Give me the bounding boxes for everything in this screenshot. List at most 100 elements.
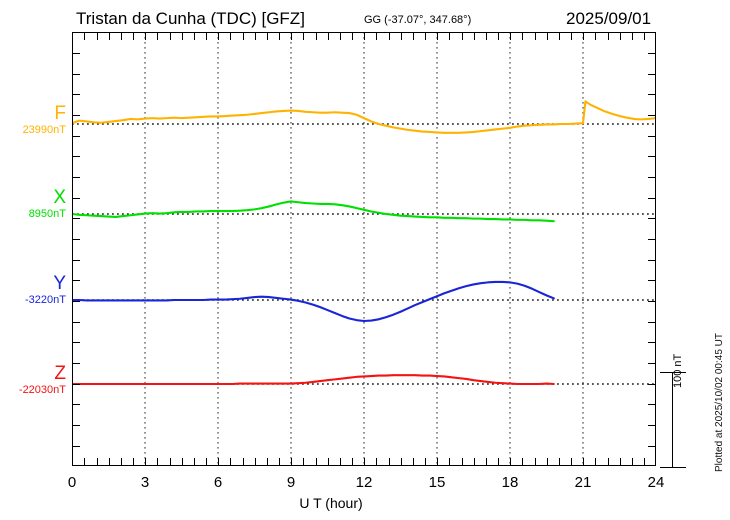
component-letter-z: Z [54,363,66,384]
x-axis-tick [425,458,427,465]
chart-date: 2025/09/01 [566,9,652,28]
trace-f [72,100,656,134]
y-axis-tick [73,176,80,178]
component-label-y: Y -3220nT [8,274,66,306]
x-axis-tick [558,33,560,40]
trace-x [72,200,555,223]
x-axis-tick [181,458,183,465]
y-axis-tick [73,383,80,385]
x-axis-tick [254,33,256,40]
x-axis-tick [327,33,329,40]
y-axis-tick [73,424,80,426]
station-title: Tristan da Cunha (TDC) [GFZ] [76,9,305,28]
plot-timestamp: Plotted at 2025/10/02 00:45 UT [714,333,725,472]
x-axis-tick [510,458,512,465]
x-axis-tick [631,458,633,465]
x-axis-tick [352,458,354,465]
x-axis-tick [242,33,244,40]
x-axis-tick [364,33,366,40]
x-axis-tick [169,33,171,40]
y-axis-tick [73,52,80,54]
x-axis-tick [169,458,171,465]
y-axis-tick [648,300,655,302]
y-axis-tick [73,218,80,220]
x-axis-tick [206,33,208,40]
x-axis-tick [84,458,86,465]
component-letter-f: F [54,103,66,124]
x-axis-tick [631,33,633,40]
component-baseline-x: 8950nT [28,208,66,220]
x-axis-tick [449,458,451,465]
y-axis-tick [648,342,655,344]
y-axis-tick [648,383,655,385]
y-axis-tick [648,176,655,178]
plot-frame [72,32,656,466]
x-axis-tick [412,33,414,40]
x-axis-tick [193,33,195,40]
y-axis-tick [648,114,655,116]
component-letter-x: X [53,187,66,208]
x-axis-tick [96,458,98,465]
x-axis-tick [254,458,256,465]
x-axis-tick [181,33,183,40]
x-axis-tick [364,458,366,465]
x-axis-title: U T (hour) [299,495,363,511]
x-axis-tick-label: 9 [286,474,296,491]
x-axis-tick-label: 0 [67,474,77,491]
x-axis-tick [133,458,135,465]
y-axis-tick [73,280,80,282]
x-axis-tick [376,458,378,465]
x-axis-tick [388,33,390,40]
y-axis-tick [648,197,655,199]
component-label-x: X 8950nT [8,188,66,220]
scale-bar-label: 100 nT [672,353,684,388]
x-axis-tick [449,33,451,40]
x-axis-tick [303,458,305,465]
x-axis-tick [595,33,597,40]
x-axis-tick [291,458,293,465]
x-axis-tick [108,33,110,40]
x-axis-tick [279,458,281,465]
x-axis-tick [607,458,609,465]
y-axis-tick [73,94,80,96]
y-axis-tick [648,218,655,220]
y-axis-tick [648,94,655,96]
scale-bar-top-cap [660,372,686,373]
scale-bar [660,372,686,468]
x-axis-tick-label: 3 [140,474,150,491]
y-axis-tick [73,135,80,137]
x-axis-tick [339,33,341,40]
component-baseline-f: 23990nT [22,124,66,136]
x-axis-tick [437,33,439,40]
geographic-coordinates: GG (-37.07°, 347.68°) [364,14,472,26]
x-axis-tick [400,458,402,465]
x-axis-tick [619,458,621,465]
x-axis-tick [327,458,329,465]
y-axis-tick [73,321,80,323]
x-axis-tick [218,33,220,40]
x-axis-tick [157,458,159,465]
x-axis-tick [498,458,500,465]
x-axis-tick [485,33,487,40]
x-axis-tick-label: 15 [428,474,446,491]
x-axis-tick [607,33,609,40]
x-axis-tick [242,458,244,465]
y-axis-tick [73,156,80,158]
y-axis-tick [73,114,80,116]
x-axis-tick [644,33,646,40]
x-axis-tick [266,458,268,465]
x-axis-tick [315,33,317,40]
x-axis-tick [157,33,159,40]
y-axis-tick [73,300,80,302]
x-axis-tick [206,458,208,465]
y-axis-tick [648,52,655,54]
x-axis-tick-label: 21 [574,474,592,491]
x-axis-tick [388,458,390,465]
plot-area [72,32,656,466]
x-axis-tick [339,458,341,465]
y-axis-tick [73,197,80,199]
y-axis-tick [648,259,655,261]
x-axis-tick [619,33,621,40]
component-letter-y: Y [53,273,66,294]
x-axis-tick [485,458,487,465]
